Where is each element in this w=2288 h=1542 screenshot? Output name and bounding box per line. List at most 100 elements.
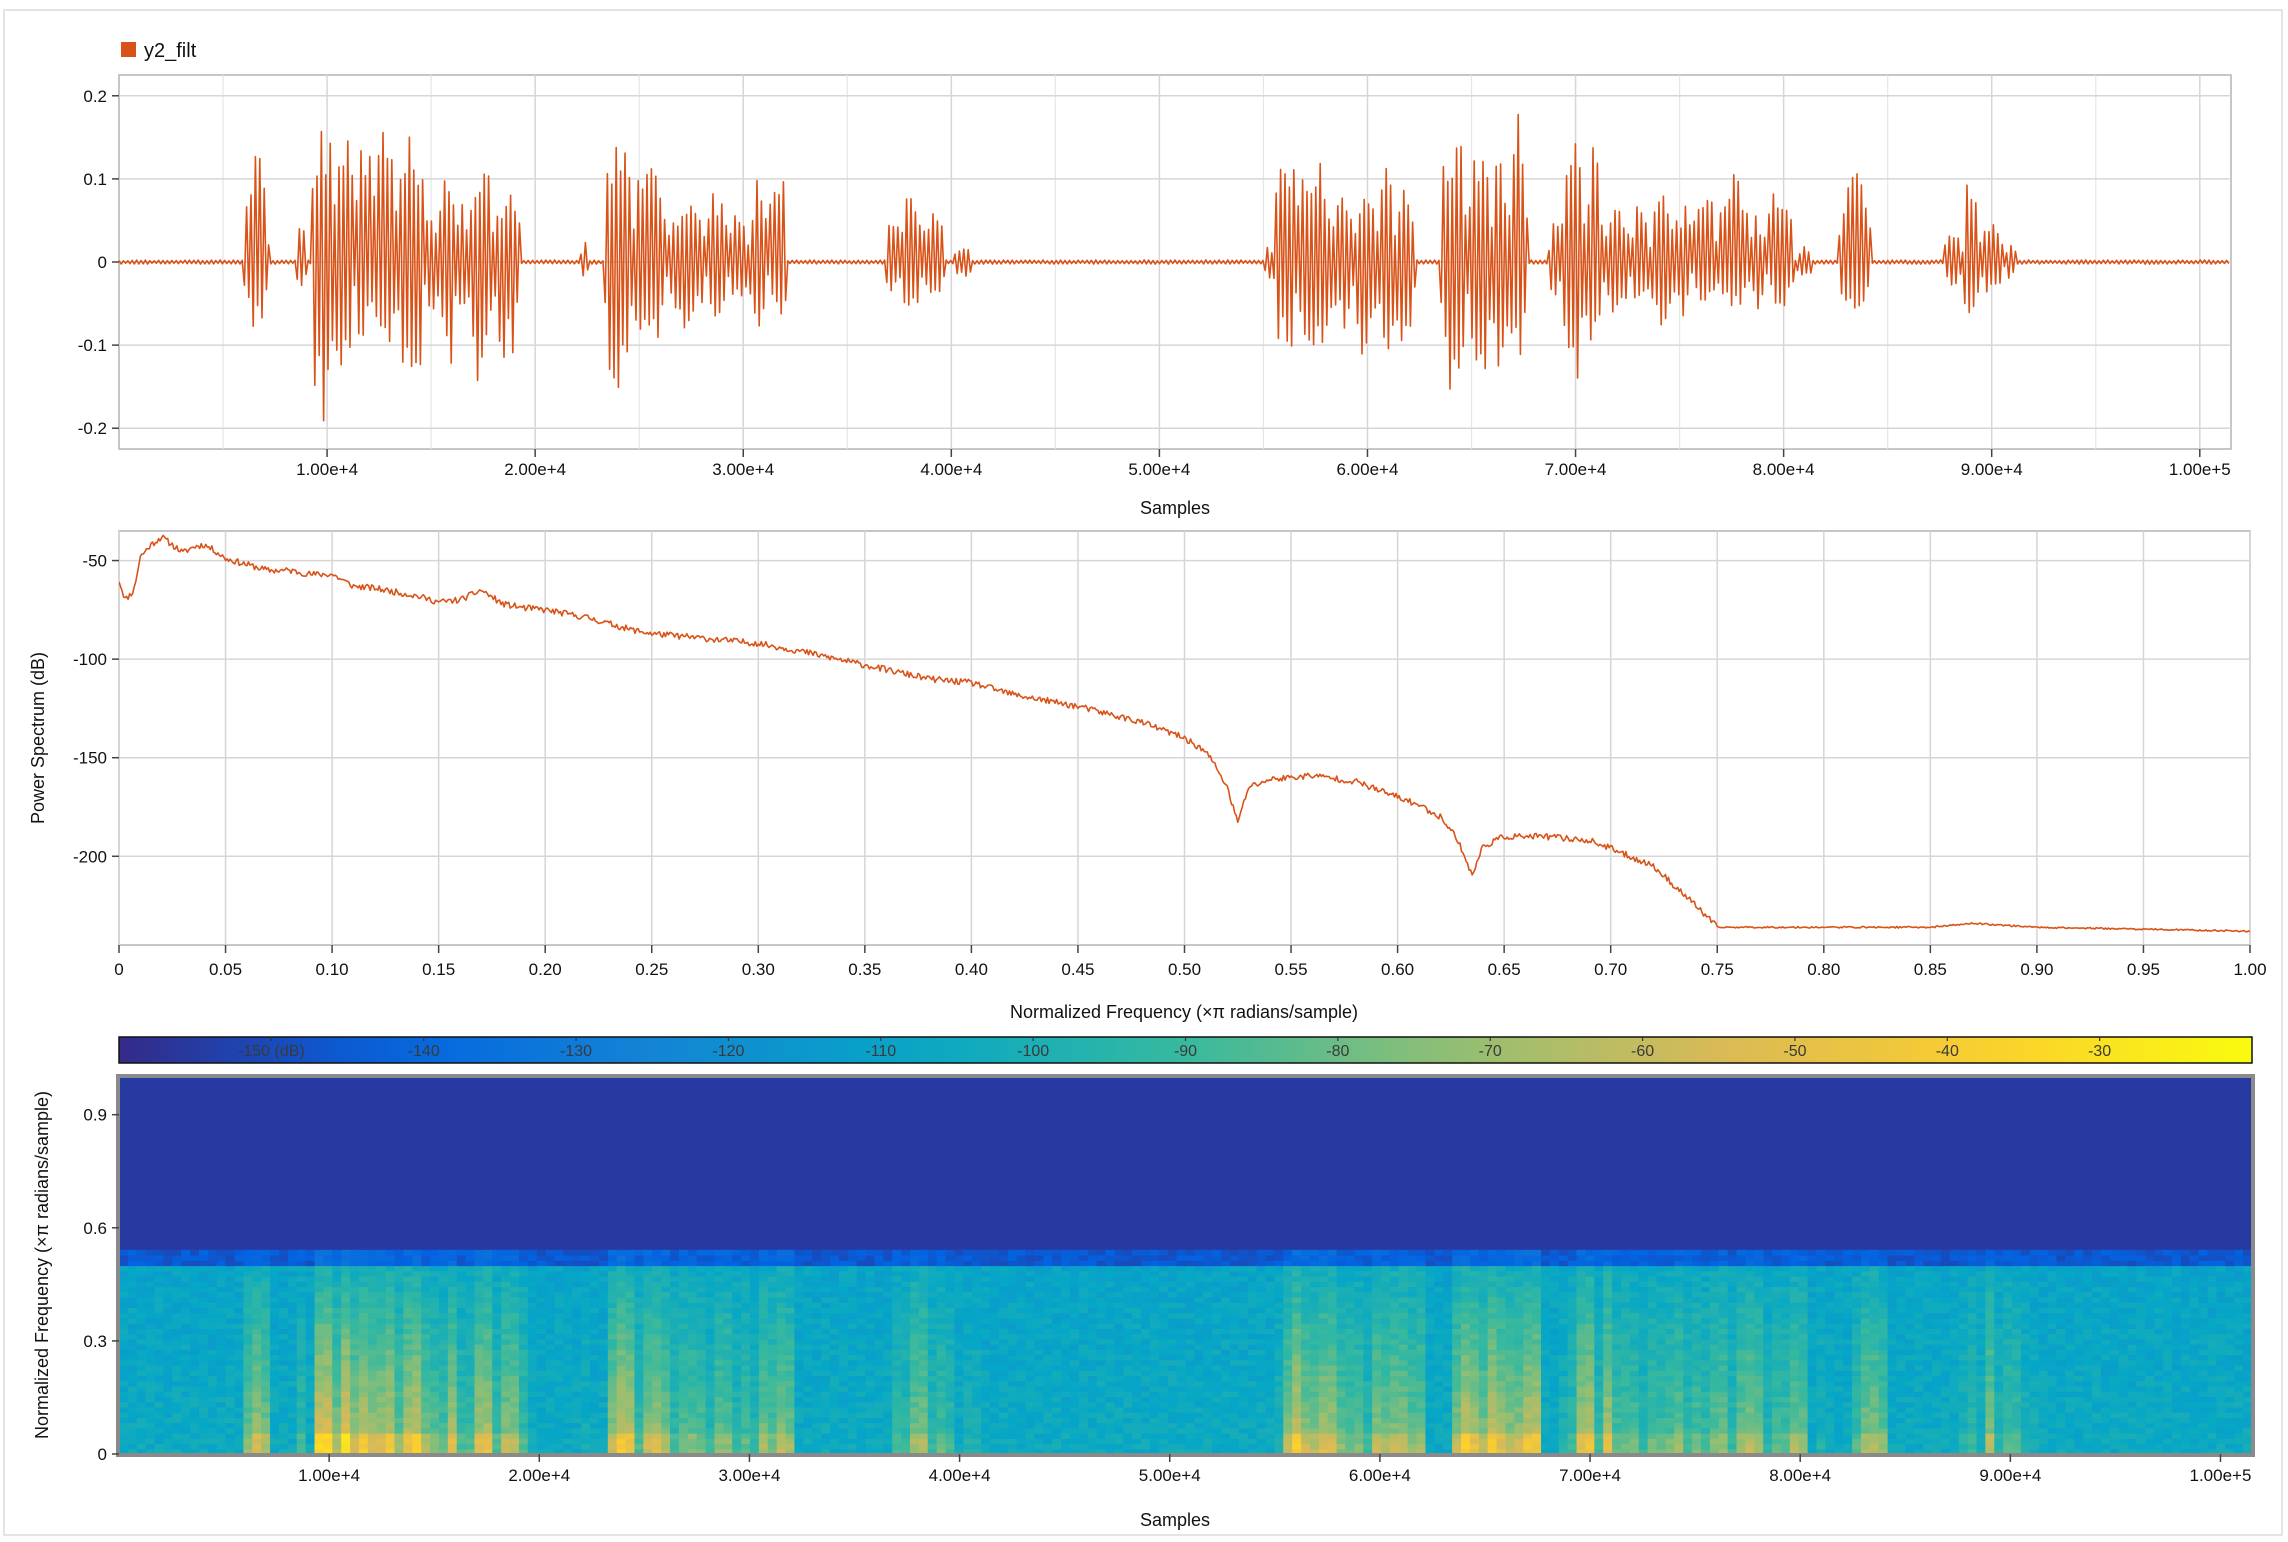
spectrogram-cell [616, 1438, 627, 1445]
spectrogram-cell [732, 1417, 742, 1424]
spectrogram-cell [358, 1333, 369, 1340]
spectrogram-cell [572, 1375, 582, 1382]
spectrogram-cell [145, 1265, 156, 1272]
spectrogram-cell [270, 1344, 280, 1350]
spectrogram-cell [323, 1417, 333, 1424]
spectrogram-cell [723, 1333, 733, 1340]
spectrogram-cell [1132, 1255, 1142, 1261]
spectrogram-cell [856, 1312, 867, 1319]
spectrogram-cell [847, 1344, 858, 1350]
spectrogram-cell [758, 1433, 769, 1439]
spectrogram-cell [207, 1349, 218, 1356]
spectrogram-cell [1123, 1260, 1133, 1267]
spectrogram-cell [847, 1385, 858, 1392]
spectrogram-cell [750, 1312, 760, 1319]
spectrogram-cell [1176, 1433, 1187, 1439]
spectrogram-cell [1185, 1359, 1195, 1366]
spectrogram-cell [278, 1323, 289, 1329]
spectrogram-cell [616, 1275, 627, 1282]
spectrogram-cell [901, 1433, 911, 1439]
spectrogram-cell [572, 1338, 582, 1345]
spectrogram-cell [465, 1317, 476, 1324]
spectrogram-cell [145, 1417, 156, 1424]
spectrogram-cell [430, 1291, 440, 1298]
spectrogram-cell [1087, 1312, 1098, 1319]
spectrogram-cell [972, 1281, 982, 1288]
waveform-panel: 1.00e+4 2.00e+4 3.00e+4 4.00e+4 5.00e+4 6.00e… [78, 40, 2232, 518]
spectrogram-cell [207, 1375, 218, 1382]
spectrogram-cell [981, 1255, 991, 1261]
spectrogram-cell [430, 1370, 440, 1377]
spectrogram-cell [892, 1275, 902, 1282]
spectrogram-cell [510, 1344, 520, 1350]
spectrogram-cell [465, 1417, 476, 1424]
spectrogram-cell [634, 1333, 644, 1340]
spectrogram-cell [821, 1443, 831, 1450]
spectrogram-cell [909, 1359, 920, 1366]
spectrogram-cell [998, 1448, 1009, 1454]
spectrogram-cell [501, 1433, 511, 1439]
spectrogram-cell [198, 1412, 209, 1418]
spectrogram-cell [909, 1291, 920, 1298]
spectrogram-cell [705, 1438, 716, 1445]
spectrogram-cell [1078, 1338, 1089, 1345]
spectrogram-cell [936, 1333, 947, 1340]
spectrogram-cell [625, 1370, 636, 1377]
spectrogram-cell [909, 1317, 920, 1324]
spectrum-x-tick-label: 0.55 [1275, 960, 1308, 979]
spectrogram-cell [536, 1270, 547, 1277]
spectrogram-cell [350, 1270, 360, 1277]
spectrogram-cell [332, 1296, 342, 1303]
spectrogram-cell [643, 1281, 653, 1288]
spectrogram-cell [830, 1375, 840, 1382]
spectrogram-cell [545, 1438, 556, 1445]
spectrogram-cell [456, 1344, 467, 1350]
spectrogram-cell [678, 1359, 689, 1366]
spectrogram-cell [447, 1417, 458, 1424]
spectrogram-cell [225, 1417, 236, 1424]
spectrogram-cell [1096, 1302, 1107, 1308]
spectrogram-cell [198, 1438, 209, 1445]
spectrogram-cell [830, 1328, 840, 1335]
spectrogram-cell [145, 1359, 156, 1366]
spectrogram-cell [856, 1255, 867, 1261]
spectrogram-cell [172, 1448, 182, 1454]
spectrogram-cell [510, 1349, 520, 1356]
spectrogram-cell [865, 1344, 876, 1350]
spectrogram-cell [687, 1338, 698, 1345]
spectrogram-cell [394, 1385, 404, 1392]
spectrogram-cell [998, 1406, 1009, 1413]
spectrogram-cell [732, 1422, 742, 1429]
spectrogram-cell [430, 1275, 440, 1282]
spectrogram-cell [492, 1354, 502, 1361]
spectrogram-cell [412, 1448, 422, 1454]
spectrogram-cell [145, 1312, 156, 1319]
spectrogram-cell [1194, 1296, 1204, 1303]
spectrogram-cell [270, 1354, 280, 1361]
spectrogram-cell [492, 1323, 502, 1329]
spectrogram-cell [1078, 1406, 1089, 1413]
spectrogram-cell [198, 1317, 209, 1324]
spectrogram-cell [803, 1302, 813, 1308]
spectrogram-cell [234, 1265, 245, 1272]
spectrogram-cell [687, 1317, 698, 1324]
spectrogram-cell [270, 1422, 280, 1429]
spectrogram-cell [821, 1307, 831, 1314]
spectrogram-cell [643, 1391, 653, 1398]
spectrogram-cell [181, 1281, 191, 1288]
colorbar [118, 1036, 2253, 1064]
spectrogram-cell [154, 1370, 165, 1377]
spectrogram-cell [216, 1260, 227, 1267]
spectrogram-cell [945, 1427, 956, 1434]
spectrogram-cell [1069, 1249, 1080, 1256]
spectrogram-cell [634, 1354, 644, 1361]
spectrogram-cell [278, 1338, 289, 1345]
spectrogram-cell [510, 1438, 520, 1445]
spectrogram-cell [483, 1317, 493, 1324]
spectrogram-cell [794, 1448, 804, 1454]
spectrogram-cell [1043, 1443, 1053, 1450]
spectrogram-cell [563, 1364, 573, 1371]
spectrogram-cell [918, 1422, 929, 1429]
spectrogram-cell [1132, 1338, 1142, 1345]
spectrogram-cell [350, 1427, 360, 1434]
